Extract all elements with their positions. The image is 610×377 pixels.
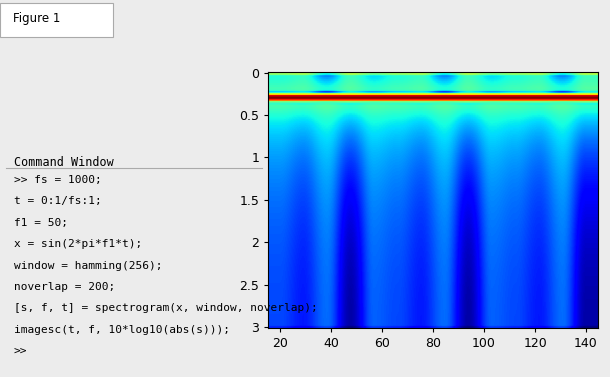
Text: f1 = 50;: f1 = 50; bbox=[14, 218, 68, 228]
Text: Figure 1: Figure 1 bbox=[13, 12, 61, 25]
FancyBboxPatch shape bbox=[0, 3, 113, 37]
Text: t = 0:1/fs:1;: t = 0:1/fs:1; bbox=[14, 196, 101, 206]
Text: Command Window: Command Window bbox=[14, 156, 113, 169]
Text: noverlap = 200;: noverlap = 200; bbox=[14, 282, 115, 292]
Text: >> fs = 1000;: >> fs = 1000; bbox=[14, 175, 101, 185]
Text: x = sin(2*pi*f1*t);: x = sin(2*pi*f1*t); bbox=[14, 239, 142, 249]
Text: >>: >> bbox=[14, 346, 27, 357]
Text: [s, f, t] = spectrogram(x, window, noverlap);: [s, f, t] = spectrogram(x, window, nover… bbox=[14, 303, 318, 314]
Text: imagesc(t, f, 10*log10(abs(s)));: imagesc(t, f, 10*log10(abs(s))); bbox=[14, 325, 230, 335]
Text: window = hamming(256);: window = hamming(256); bbox=[14, 261, 162, 271]
